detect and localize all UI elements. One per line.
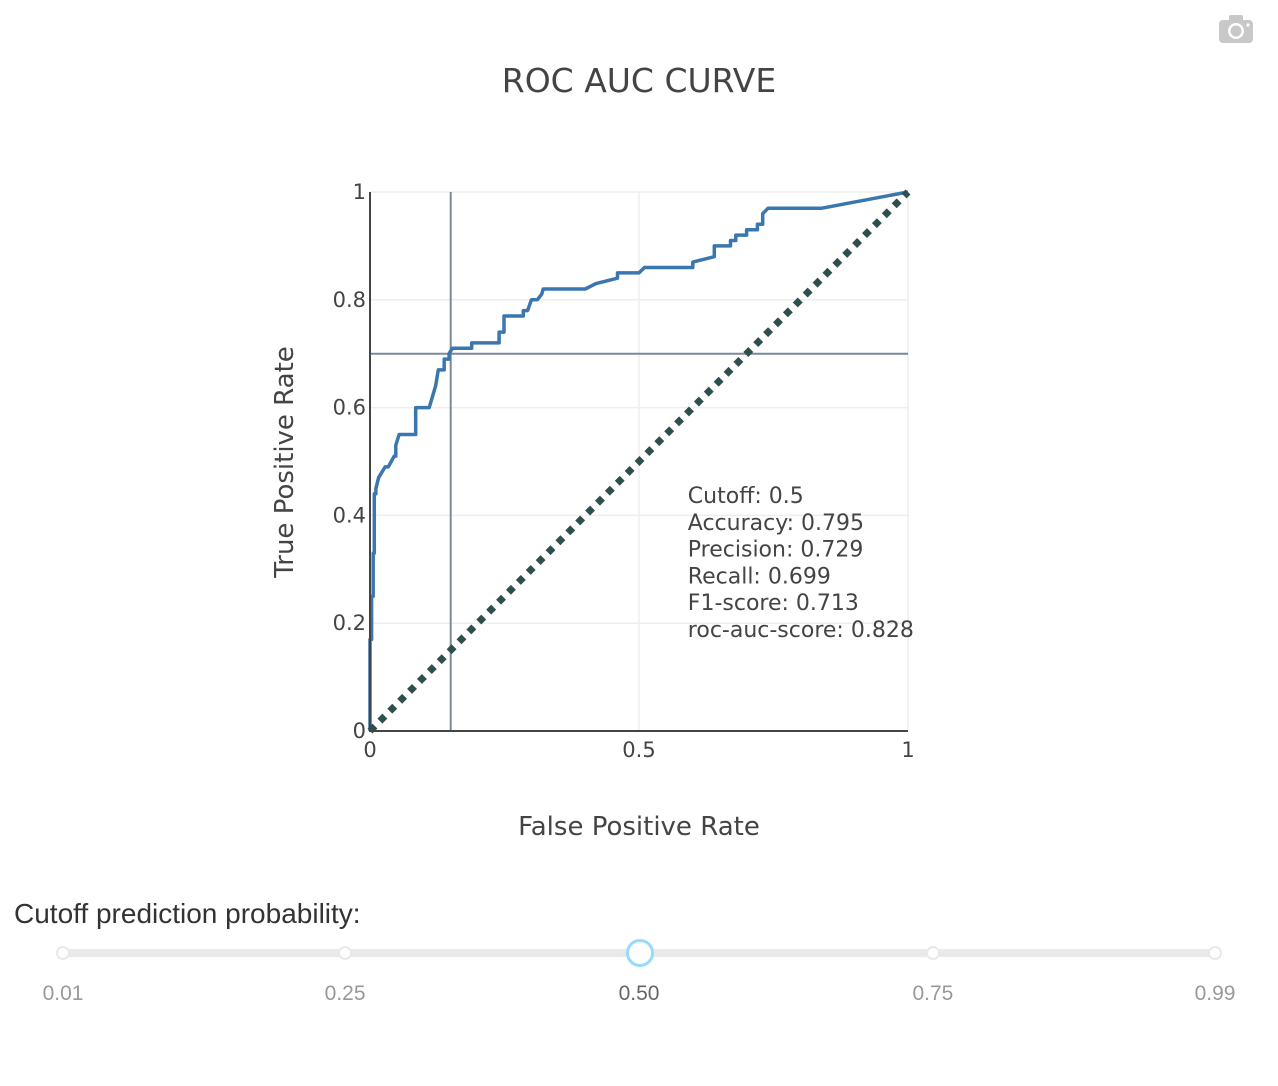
slider-dot-3[interactable] — [925, 946, 940, 960]
slider-label: Cutoff prediction probability: — [14, 898, 361, 929]
metric-line-3: Recall: 0.699 — [688, 564, 831, 589]
cutoff-slider[interactable]: 0.01 0.25 0.50 0.75 0.99 — [0, 930, 1278, 1030]
axes — [369, 192, 908, 732]
y-axis-title: True Positive Rate — [270, 346, 300, 579]
series-layer — [367, 189, 911, 734]
slider-dot-0[interactable] — [56, 946, 70, 960]
slider-mark-label-3[interactable]: 0.75 — [912, 982, 954, 1005]
camera-icon[interactable] — [1218, 14, 1254, 44]
slider-dot-1[interactable] — [338, 946, 353, 960]
slider-mark-label-0[interactable]: 0.01 — [42, 982, 84, 1005]
y-tick-label-2: 0.4 — [333, 503, 366, 527]
slider-mark-label-2[interactable]: 0.50 — [618, 982, 660, 1005]
slider-mark-label-4[interactable]: 0.99 — [1194, 982, 1236, 1005]
y-tick-label-0: 0 — [353, 719, 366, 743]
slider-mark-label-1[interactable]: 0.25 — [324, 982, 366, 1005]
metric-line-0: Cutoff: 0.5 — [688, 484, 804, 509]
metric-line-1: Accuracy: 0.795 — [688, 511, 864, 536]
diagonal-reference-line — [367, 189, 911, 734]
y-tick-label-3: 0.6 — [333, 396, 366, 420]
x-tick-label-1: 0.5 — [622, 738, 655, 762]
camera-icon-graphic — [1219, 15, 1253, 43]
metric-line-5: roc-auc-score: 0.828 — [688, 618, 914, 643]
metric-line-4: F1-score: 0.713 — [688, 591, 859, 616]
chart-title: ROC AUC CURVE — [502, 61, 776, 100]
y-tick-label-5: 1 — [353, 180, 366, 204]
y-tick-label-4: 0.8 — [333, 288, 366, 312]
tick-labels: 0 0.2 0.4 0.6 0.8 1 0 0.5 1 — [333, 180, 915, 762]
y-tick-label-1: 0.2 — [333, 611, 366, 635]
roc-curve-line — [368, 190, 909, 731]
x-tick-label-2: 1 — [901, 738, 914, 762]
slider-handle[interactable] — [626, 939, 654, 967]
slider-dot-4[interactable] — [1208, 946, 1222, 960]
x-axis-title: False Positive Rate — [518, 812, 760, 842]
cutoff-lines — [370, 192, 908, 731]
x-tick-label-0: 0 — [363, 738, 376, 762]
metric-line-2: Precision: 0.729 — [688, 538, 864, 563]
roc-chart: ROC AUC CURVE 0 0.2 0.4 0.6 0.8 1 0 0.5 1 False … — [270, 61, 915, 842]
